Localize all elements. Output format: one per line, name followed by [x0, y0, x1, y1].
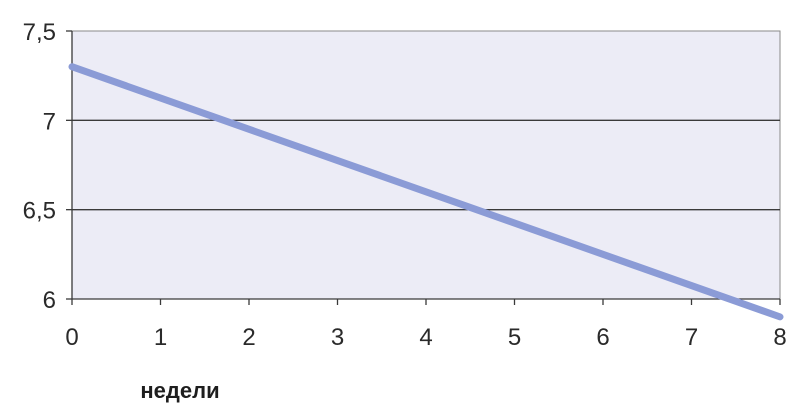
y-tick-label-2: 7: [43, 108, 56, 135]
plot-area: [71, 30, 781, 300]
x-tick-label-8: 8: [773, 324, 786, 351]
y-axis: 6 6,5 7 7,5: [23, 19, 72, 314]
x-tick-label-5: 5: [508, 324, 521, 351]
x-tick-label-1: 1: [154, 324, 167, 351]
x-tick-label-3: 3: [331, 324, 344, 351]
x-tick-label-2: 2: [242, 324, 255, 351]
x-axis: 0 1 2 3 4 5 6 7 8: [65, 299, 787, 351]
y-tick-label-1: 6,5: [23, 198, 56, 225]
x-tick-label-7: 7: [685, 324, 698, 351]
series-line-0: [68, 63, 784, 321]
y-tick-label-0: 6: [43, 287, 56, 314]
series-group: [68, 63, 784, 321]
x-tick-label-0: 0: [65, 324, 78, 351]
y-tick-label-3: 7,5: [23, 19, 56, 46]
x-tick-label-4: 4: [419, 324, 432, 351]
x-tick-label-6: 6: [596, 324, 609, 351]
x-axis-label: недели: [140, 378, 219, 403]
